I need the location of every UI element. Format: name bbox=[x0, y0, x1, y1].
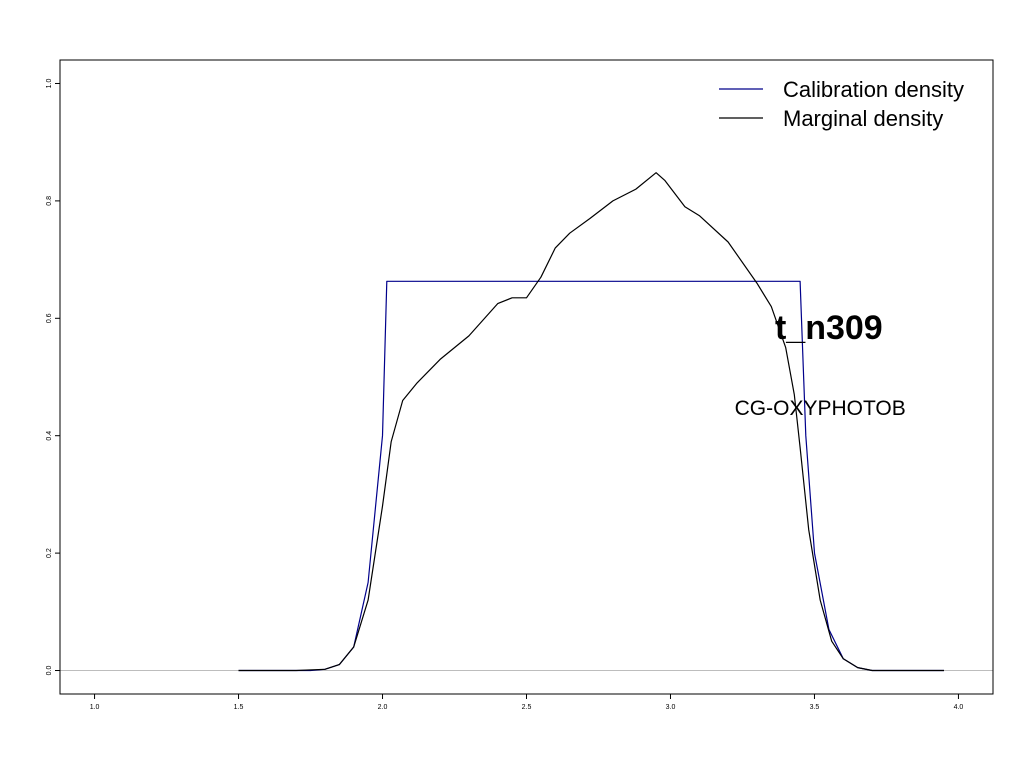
clade-label: CG-OXYPHOTOB bbox=[735, 397, 906, 420]
x-tick-label: 2.5 bbox=[522, 704, 532, 711]
x-tick-label: 3.0 bbox=[666, 704, 676, 711]
y-tick-label: 0.4 bbox=[46, 431, 53, 441]
y-tick-label: 0.0 bbox=[46, 666, 53, 676]
x-tick-label: 3.5 bbox=[810, 704, 820, 711]
plot-content bbox=[60, 172, 993, 672]
x-tick-label: 4.0 bbox=[954, 704, 964, 711]
annotations: t_n309 CG-OXYPHOTOB bbox=[735, 309, 906, 420]
y-tick-label: 0.8 bbox=[46, 196, 53, 206]
legend: Calibration density Marginal density bbox=[719, 77, 964, 131]
y-tick-label: 0.2 bbox=[46, 548, 53, 558]
x-tick-label: 2.0 bbox=[378, 704, 388, 711]
x-tick-label: 1.0 bbox=[90, 704, 100, 711]
legend-label: Marginal density bbox=[783, 106, 943, 131]
x-axis: 1.0 1.5 2.0 2.5 3.0 3.5 4.0 bbox=[90, 694, 964, 711]
y-axis: 0.0 0.2 0.4 0.6 0.8 1.0 bbox=[46, 79, 60, 676]
x-tick-label: 1.5 bbox=[234, 704, 244, 711]
series-line-marginal bbox=[238, 172, 944, 672]
y-tick-label: 1.0 bbox=[46, 79, 53, 89]
node-label: t_n309 bbox=[775, 309, 883, 347]
legend-label: Calibration density bbox=[783, 77, 964, 102]
y-tick-label: 0.6 bbox=[46, 313, 53, 323]
